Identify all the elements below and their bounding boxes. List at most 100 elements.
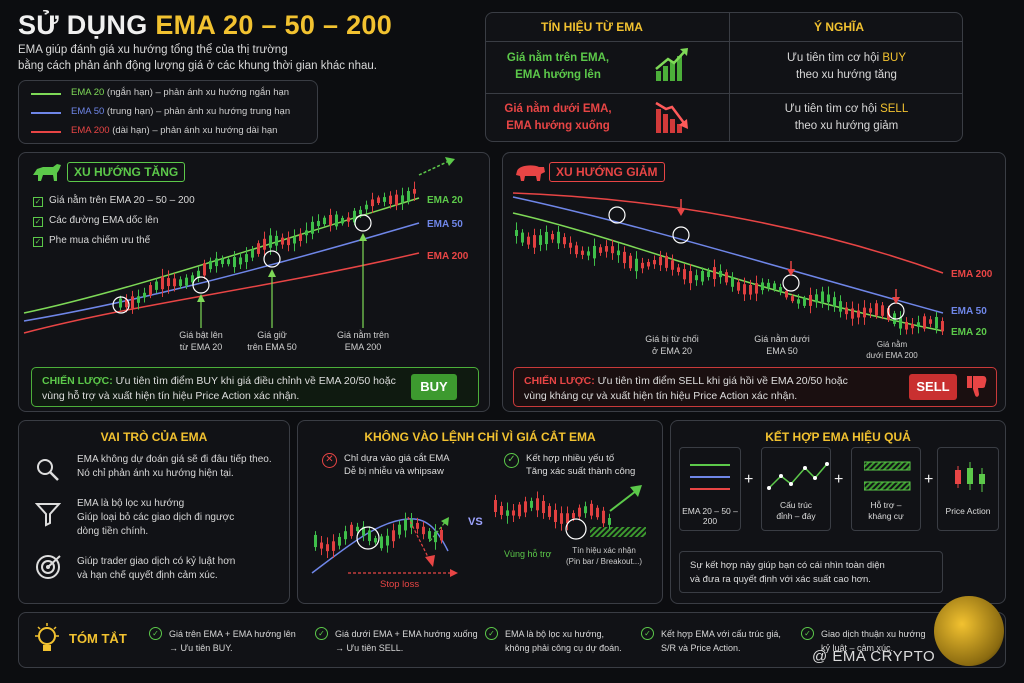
uptrend-ann2-l2: trên EMA 50 <box>247 342 297 352</box>
bull-signal-text: Giá nằm trên EMA, EMA hướng lên <box>488 50 628 84</box>
vs-label: VS <box>468 516 483 528</box>
legend-ema50-name: EMA 50 <box>71 106 105 117</box>
downtrend-strategy-l1: Ưu tiên tìm điểm SELL khi giá hồi về EMA… <box>594 375 848 387</box>
structure-zigzag-icon <box>767 462 829 490</box>
sell-button[interactable]: SELL <box>909 374 957 400</box>
uptrend-ema20-label: EMA 20 <box>427 195 463 206</box>
target-icon <box>36 555 61 579</box>
uptrend-check-1-text: Giá nằm trên EMA 20 – 50 – 200 <box>49 195 195 206</box>
summary-panel: TÓM TẮT ✓ Giá trên EMA + EMA hướng lên → Ư… <box>18 612 1006 668</box>
bear-meaning-l2: theo xu hướng giảm <box>794 120 899 132</box>
ema-legend: EMA 20 (ngắn hạn) – phản ánh xu hướng ng… <box>18 80 318 144</box>
combine-note: Sự kết hợp này giúp bạn có cái nhìn toàn… <box>679 551 943 593</box>
combine-card-ema: EMA 20 – 50 – 200 <box>679 447 741 531</box>
uptrend-check-2-text: Các đường EMA dốc lên <box>49 215 159 226</box>
combine-card-pa: Price Action <box>937 447 999 531</box>
buy-button[interactable]: BUY <box>411 374 457 400</box>
uptrend-ann3-l1: Giá nằm trên <box>336 330 390 340</box>
uptrend-annotation-2: Giá giữ trên EMA 50 <box>238 329 306 353</box>
summary-title: TÓM TẮT <box>69 631 127 646</box>
uptrend-chart <box>23 157 455 334</box>
uptrend-title: XU HƯỚNG TĂNG <box>67 162 186 182</box>
role-item-3-l2: và hạn chế quyết định cảm xúc. <box>77 570 218 581</box>
downtrend-ann2-l1: Giá nằm dưới <box>754 334 810 344</box>
thumbs-down-icon <box>967 376 987 397</box>
uptrend-check-3: ✓ Phe mua chiếm ưu thế <box>33 235 151 247</box>
bear-meaning: Ưu tiên tìm cơ hội SELL theo xu hướng giả… <box>729 101 964 135</box>
uptrend-strategy-l1: Ưu tiên tìm điểm BUY khi giá điều chỉnh … <box>112 375 396 387</box>
support-resistance-icon <box>864 461 911 491</box>
downtrend-ema50-line <box>512 196 944 314</box>
downtrend-ema50-label: EMA 50 <box>951 306 987 317</box>
summary-item-5-l1: Giao dịch thuận xu hướng <box>821 629 926 639</box>
uptrend-strategy-l2: vùng hỗ trợ và xuất hiện tín hiệu Price … <box>42 390 300 402</box>
intro-line2: bằng cách phản ánh động lượng giá ở các … <box>18 60 377 72</box>
bear-signal-l2: EMA hướng xuống <box>506 120 610 132</box>
downtrend-strategy-l2: vùng kháng cự và xuất hiện tín hiệu Pric… <box>524 390 798 402</box>
bear-bars-icon <box>655 101 688 133</box>
bear-signal-text: Giá nằm dưới EMA, EMA hướng xuống <box>488 101 628 135</box>
uptrend-check-2: ✓ Các đường EMA dốc lên <box>33 215 159 227</box>
legend-ema20-desc: (ngắn hạn) – phản ánh xu hướng ngắn hạn <box>104 87 290 98</box>
downtrend-ema20-label: EMA 20 <box>951 327 987 338</box>
watermark-text: @ EMA CRYPTO <box>812 648 936 665</box>
bull-signal-l1: Giá nằm trên EMA, <box>506 52 610 64</box>
downtrend-annotation-2: Giá nằm dưới EMA 50 <box>745 333 819 357</box>
combine-card-structure: Cấu trúc đỉnh – đáy <box>761 447 831 531</box>
signals-table: TÍN HIỆU TỪ EMA Ý NGHĨA Giá nằm trên EMA… <box>485 12 963 142</box>
bull-meaning-l2: theo xu hướng tăng <box>796 69 897 81</box>
bull-bars-icon <box>655 48 688 81</box>
plus-2: + <box>834 471 844 488</box>
uptrend-strategy: CHIẾN LƯỢC: Ưu tiên tìm điểm BUY khi giá… <box>31 367 479 407</box>
cross-bad-text: Chỉ dựa vào giá cắt EMA Dễ bị nhiễu và wh… <box>344 452 450 478</box>
uptrend-ann1-l2: từ EMA 20 <box>179 342 223 352</box>
stop-loss-label: Stop loss <box>380 579 420 590</box>
role-item-1: EMA không dự đoán giá sẽ đi đâu tiếp the… <box>77 453 272 481</box>
summary-item-1-l2: → Ưu tiên BUY. <box>169 643 233 653</box>
cross-good-icon: ✓ <box>504 453 519 468</box>
combine-note-l1: Sự kết hợp này giúp bạn có cái nhìn toàn… <box>690 560 885 571</box>
downtrend-annotation-3: Giá nằm dưới EMA 200 <box>855 339 929 361</box>
cross-chart <box>311 485 646 577</box>
cross-good-text: Kết hợp nhiều yếu tố Tăng xác suất thành … <box>526 452 635 478</box>
support-zone-label: Vùng hỗ trợ <box>504 549 552 559</box>
uptrend-annotation-1: Giá bật lên từ EMA 20 <box>167 329 235 353</box>
intro-text: EMA giúp đánh giá xu hướng tổng thể của … <box>18 42 438 74</box>
uptrend-ann2-l1: Giá giữ <box>257 330 287 340</box>
summary-item-5-l2: kỷ luật – cảm xúc. <box>821 643 894 653</box>
downtrend-ema200-label: EMA 200 <box>951 269 993 280</box>
role-title: VAI TRÒ CỦA EMA <box>100 430 208 444</box>
bull-meaning-l1: Ưu tiên tìm cơ hội <box>787 52 883 64</box>
structure-l1: Cấu trúc <box>779 500 813 510</box>
title-highlight: EMA 20 – 50 – 200 <box>155 10 393 40</box>
legend-ema200-desc: (dài hạn) – phản ánh xu hướng dài hạn <box>109 125 278 136</box>
cross-title: KHÔNG VÀO LỆNH CHỈ VÌ GIÁ CẮT EMA <box>364 430 596 444</box>
uptrend-ann3-l2: EMA 200 <box>344 342 382 352</box>
summary-item-1-l1: Giá trên EMA + EMA hướng lên <box>169 629 296 639</box>
sr-l2: kháng cự <box>868 511 904 521</box>
cross-panel: KHÔNG VÀO LỆNH CHỈ VÌ GIÁ CẮT EMA ✕ Chỉ … <box>297 420 663 604</box>
legend-ema20-name: EMA 20 <box>71 87 105 98</box>
lightbulb-icon <box>35 623 59 651</box>
page-title: SỬ DỤNG EMA 20 – 50 – 200 <box>18 10 392 41</box>
cross-bad-icon: ✕ <box>322 453 337 468</box>
bull-icon <box>33 164 61 181</box>
brand-logo <box>934 596 1004 666</box>
combine-card-pa-label: Price Action <box>945 506 991 516</box>
downtrend-annotation-1: Giá bị từ chối ở EMA 20 <box>635 333 709 357</box>
downtrend-ema200-line <box>512 192 944 274</box>
candles-icon <box>955 462 985 492</box>
cross-bad-l1: Chỉ dựa vào giá cắt EMA <box>344 453 450 464</box>
bear-meaning-sell: SELL <box>880 103 909 115</box>
title-prefix: SỬ DỤNG <box>18 10 156 40</box>
summary-item-2-l2: → Ưu tiên SELL. <box>335 643 404 653</box>
role-item-1-l2: Nó chỉ phản ánh xu hướng hiện tại. <box>77 468 234 479</box>
signals-col1-header: TÍN HIỆU TỪ EMA <box>541 20 643 34</box>
downtrend-ann1-l1: Giá bị từ chối <box>645 334 699 344</box>
uptrend-ema50-label: EMA 50 <box>427 219 463 230</box>
downtrend-ema20-line <box>512 212 944 332</box>
bull-meaning-buy: BUY <box>882 52 906 64</box>
legend-ema50-desc: (trung hạn) – phản ánh xu hướng trung hạ… <box>104 106 291 117</box>
plus-1: + <box>744 471 754 488</box>
signal-confirm-l2: (Pin bar / Breakout...) <box>566 557 643 566</box>
